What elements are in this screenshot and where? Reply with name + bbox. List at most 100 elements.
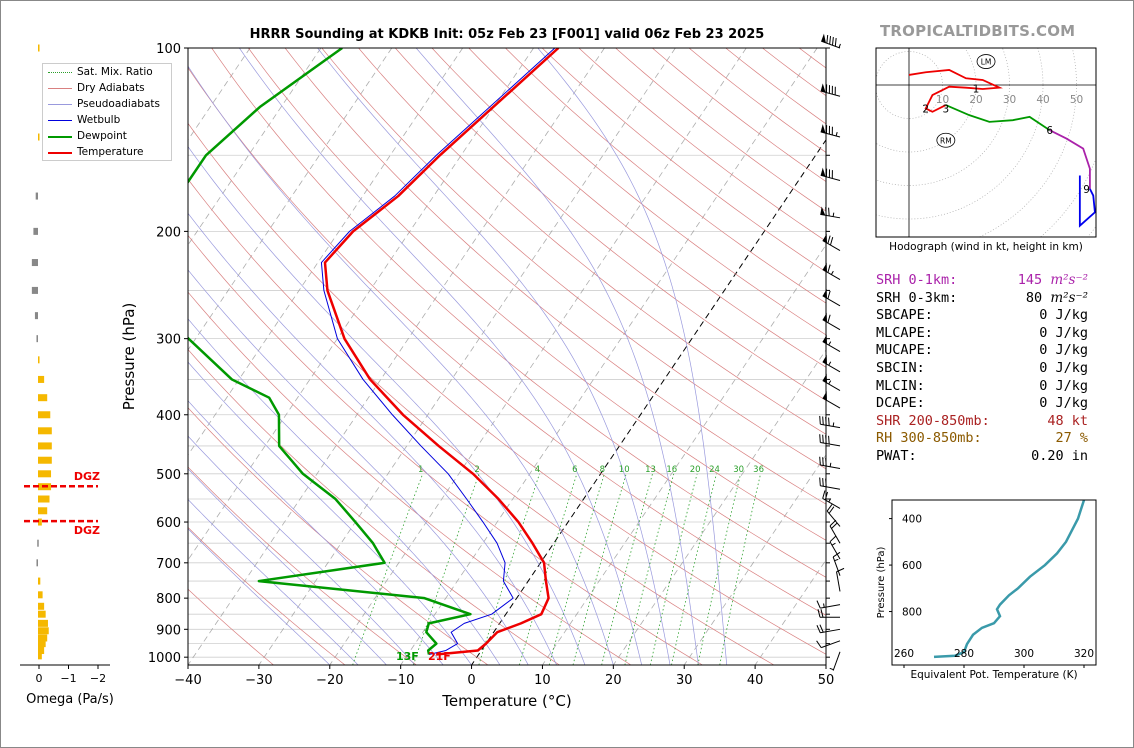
hodo-segment (1049, 129, 1091, 189)
wind-barb-flag (820, 83, 826, 93)
mixing-ratio-label: 10 (619, 465, 630, 475)
wind-barb (819, 415, 841, 429)
dry-adiabat-line (188, 526, 346, 665)
wind-barb-full (829, 35, 832, 45)
wind-barb-full (816, 625, 821, 633)
param-row: SBCAPE: 0 J/kg (876, 307, 1096, 325)
param-value-text: 0 J/kg (1039, 324, 1088, 341)
dry-adiabat-line (188, 466, 417, 665)
omega-bar (38, 495, 50, 503)
wind-barb-half (835, 131, 838, 137)
theta-y-axis-label: Pressure (hPa) (876, 547, 887, 619)
mixing-ratio-line (413, 473, 480, 665)
legend-label: Sat. Mix. Ratio (77, 66, 153, 78)
param-label: SHR 200-850mb: (876, 412, 990, 429)
wind-barb (820, 206, 841, 219)
wind-barb-full (826, 34, 829, 44)
theta-x-axis-label: Equivalent Pot. Temperature (K) (910, 669, 1077, 681)
wind-barb-flag (822, 334, 828, 345)
isotherm-line (471, 139, 826, 665)
wind-barb-full (816, 600, 821, 609)
legend-swatch (48, 104, 72, 105)
omega-bar (38, 646, 45, 654)
omega-bar (38, 634, 48, 642)
dry-adiabat-line (578, 48, 826, 242)
mixing-ratio-label: 2 (474, 465, 479, 475)
wind-barb (829, 535, 841, 560)
wind-barb-full (825, 435, 827, 444)
wind-barb (820, 124, 841, 138)
pseudoadiabat-line (188, 468, 387, 665)
legend-label: Temperature (77, 146, 144, 158)
wind-barb-full (816, 640, 822, 648)
wind-barb-flag (820, 124, 826, 134)
omega-bar (31, 259, 38, 267)
isotherm-line (258, 48, 676, 665)
wind-barb-flag (822, 312, 828, 323)
hodo-marker (936, 132, 956, 148)
dry-adiabat-line (505, 48, 826, 304)
legend-label: Pseudoadiabats (77, 98, 160, 110)
wind-barb-half (828, 341, 832, 346)
wind-barb-full (822, 457, 824, 466)
dgz-label: DGZ (74, 470, 100, 483)
param-value: 0 J/kg (1039, 360, 1088, 378)
param-label: RH 300-850mb: (876, 430, 982, 447)
wind-barb (822, 334, 841, 352)
dry-adiabat-line (211, 48, 826, 578)
hodo-ring-label: 10 (936, 94, 949, 106)
wind-barb (816, 624, 841, 634)
hodo-segment (908, 69, 1003, 113)
param-row: PWAT: 0.20 in (876, 448, 1096, 466)
isotherm-line (613, 349, 826, 665)
wind-barb (817, 609, 840, 618)
wind-barb (822, 233, 841, 251)
y-tick-label: 500 (156, 468, 181, 483)
theta-x-tick-label: 280 (954, 648, 974, 660)
x-tick-label: 10 (534, 673, 551, 688)
legend-item: Pseudoadiabats (43, 96, 171, 112)
pseudoadiabat-line (317, 48, 671, 665)
wind-barb-half (829, 667, 834, 671)
wind-barb (822, 354, 841, 373)
hodo-height-label: 9 (1083, 184, 1090, 196)
param-value: 0 J/kg (1039, 395, 1088, 413)
param-value-text: 0 J/kg (1039, 307, 1088, 324)
param-row: SHR 200-850mb: 48 kt (876, 413, 1096, 431)
mixing-ratio-label: 30 (733, 465, 744, 475)
param-value-text: 0 J/kg (1039, 342, 1088, 359)
dry-adiabat-line (321, 48, 826, 470)
wind-barb-full (820, 609, 824, 618)
hodo-height-label: 2 (922, 103, 929, 115)
profile-dewpoint (188, 48, 472, 655)
profile-wetbulb (320, 48, 556, 656)
omega-bar (38, 591, 43, 599)
pseudoadiabat-line (188, 145, 586, 665)
pseudoadiabat-line (188, 528, 331, 665)
x-tick-label: 50 (818, 673, 835, 688)
pseudoadiabat-line (537, 48, 728, 665)
wind-barb-full (819, 415, 821, 425)
wind-barb-half (838, 43, 841, 48)
theta-y-tick-label: 600 (902, 560, 922, 572)
mixing-ratio-label: 24 (709, 465, 720, 475)
mixing-ratio-label: 36 (753, 465, 764, 475)
wind-barb-flag (822, 373, 828, 384)
wind-barb-full (825, 457, 827, 467)
mixing-ratio-line (649, 473, 698, 665)
isotherm-line (329, 48, 747, 665)
theta-x-tick-label: 260 (894, 648, 914, 660)
hodo-height-label: 1 (973, 83, 980, 95)
wind-barb-half (823, 603, 825, 608)
isotherm-line (683, 454, 826, 665)
wind-barb (816, 600, 841, 609)
hodograph-caption: Hodograph (wind in kt, height in km) (889, 241, 1083, 253)
x-tick-label: 0 (467, 673, 475, 688)
omega-bar (38, 375, 45, 383)
omega-bar (38, 456, 52, 464)
omega-x-tick-label: −1 (60, 672, 76, 685)
hodo-ring-label: 50 (1070, 94, 1083, 106)
hodo-area: 10 20 30 40 50 1 2 3 6 9 LM RM (876, 48, 1096, 237)
legend-swatch (48, 152, 72, 154)
